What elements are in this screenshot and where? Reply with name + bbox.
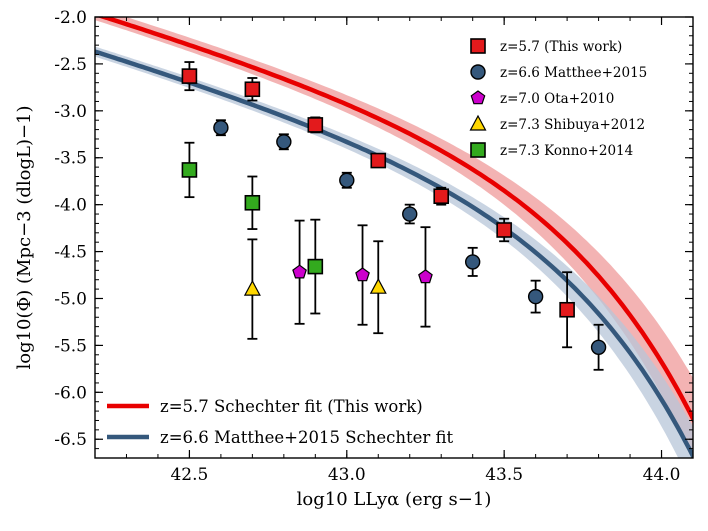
data-point [369, 277, 387, 294]
marker-legend: z=5.7 (This work) z=6.6 Matthee+2015 z=7.0… [469, 38, 647, 159]
y-tick-label: -4.0 [54, 196, 87, 216]
data-point [244, 81, 261, 98]
y-tick-label: -2.0 [54, 8, 87, 28]
y-tick-label: -2.5 [54, 55, 87, 75]
x-tick-label: 44.0 [643, 465, 681, 485]
data-point [418, 269, 433, 284]
plot-frame [94, 16, 694, 459]
legend-marker [469, 114, 487, 131]
data-point [244, 194, 261, 211]
legend-marker [470, 64, 486, 80]
x-tick-label: 42.5 [170, 465, 208, 485]
data-point [402, 206, 418, 222]
data-point [527, 288, 544, 305]
legend-marker [470, 142, 486, 158]
series-2 [292, 219, 433, 328]
data-point [559, 301, 575, 318]
y-tick-label: -3.0 [54, 102, 87, 122]
fit-bands-layer [95, 17, 693, 458]
data-point [213, 120, 229, 136]
fit-legend-label: z=5.7 Schechter fit (This work) [160, 397, 423, 416]
legend-label: z=6.6 Matthee+2015 [500, 65, 647, 81]
data-point [496, 222, 512, 238]
y-axis-label: log10(Φ) (Mpc−3 (dlogL)−1) [14, 105, 35, 369]
legend-entry: z=7.3 Konno+2014 [470, 142, 633, 159]
series-3 [243, 238, 387, 340]
data-point [370, 152, 387, 169]
y-tick-label: -5.0 [54, 289, 87, 309]
data-point [181, 68, 198, 84]
legend-marker [470, 90, 486, 105]
data-point [243, 279, 261, 296]
legend-entry: z=6.6 Matthee+2015 [470, 64, 647, 81]
data-point [590, 339, 607, 355]
legend-entry: z=7.3 Shibuya+2012 [469, 114, 645, 133]
y-tick-label: -5.5 [54, 336, 87, 356]
data-point [292, 264, 307, 279]
series-4 [181, 141, 324, 315]
legend-entry: z=7.0 Ota+2010 [470, 90, 614, 107]
legend-label: z=7.3 Konno+2014 [500, 143, 633, 159]
legend-label: z=5.7 (This work) [500, 39, 622, 55]
y-tick-label: -6.0 [54, 383, 87, 403]
series-0 [181, 61, 575, 349]
data-points-layer [181, 61, 607, 371]
data-point [276, 134, 292, 150]
y-tick-label: -4.5 [54, 243, 87, 263]
data-point [355, 267, 370, 282]
data-point [181, 162, 198, 178]
fit-line-0 [96, 17, 693, 424]
x-axis-label: log10 LLyα (erg s−1) [297, 489, 492, 510]
series-1 [213, 119, 607, 371]
legend-marker [470, 38, 486, 54]
y-tick-label: -6.5 [54, 430, 87, 450]
fit-line-1 [95, 49, 693, 458]
data-point [339, 172, 355, 188]
legend-label: z=7.0 Ota+2010 [500, 91, 614, 107]
x-tick-label: 43.5 [485, 465, 523, 485]
data-point [307, 117, 324, 133]
fit-legend-entry: z=6.6 Matthee+2015 Schechter fit [107, 428, 454, 447]
legend-entry: z=5.7 (This work) [470, 38, 622, 55]
legend-label: z=7.3 Shibuya+2012 [500, 117, 645, 133]
y-tick-label: -3.5 [54, 149, 87, 169]
data-point [433, 188, 450, 205]
fit-legend-entry: z=5.7 Schechter fit (This work) [107, 397, 423, 416]
data-point [464, 254, 481, 270]
fit-band-0 [95, 17, 693, 458]
axes-layer: 42.5 43.0 43.5 44.0 -2.0 -2.5 -3.0 -3.5 -4.0 -4.5… [14, 8, 694, 510]
data-point [307, 258, 324, 275]
x-tick-label: 43.0 [328, 465, 366, 485]
fit-legend-label: z=6.6 Matthee+2015 Schechter fit [160, 428, 454, 447]
fit-legend: z=5.7 Schechter fit (This work) z=6.6 Mat… [107, 397, 454, 447]
